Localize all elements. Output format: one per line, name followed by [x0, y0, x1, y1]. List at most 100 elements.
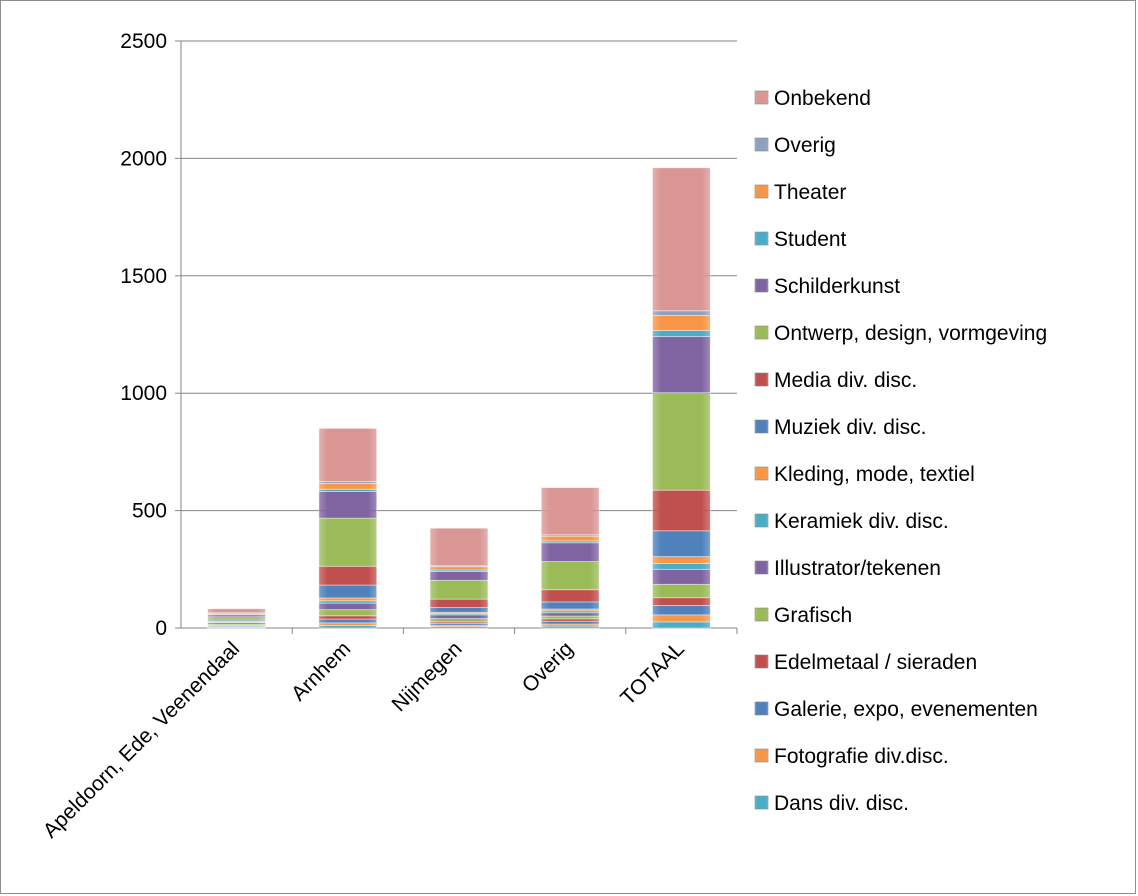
bar-segment-illustrator-tekenen: [318, 602, 378, 611]
legend-item-kleding-mode-textiel: Kleding, mode, textiel: [754, 463, 975, 486]
bar-segment-onbekend: [652, 167, 711, 312]
bar-segment-media-div-disc: [540, 589, 600, 603]
legend-item-keramiek-div-disc: Keramiek div. disc.: [754, 510, 949, 533]
legend-label: Keramiek div. disc.: [774, 510, 949, 533]
bar-segment-fotografie-div-disc: [652, 614, 711, 623]
legend-label: Kleding, mode, textiel: [774, 463, 975, 486]
bar-segment-ontwerp-design-vormgeving: [540, 561, 600, 591]
bar-segment-kleding-mode-textiel: [318, 597, 378, 602]
bar-segment-muziek-div-disc: [318, 584, 378, 599]
bar-segment-schilderkunst: [652, 336, 711, 394]
legend-swatch: [754, 748, 769, 763]
bar-segment-grafisch: [652, 583, 711, 599]
x-tick-label: TOTAAL: [616, 637, 689, 710]
bar-segment-edelmetaal-sieraden: [318, 615, 378, 620]
legend-swatch: [754, 607, 769, 622]
y-tick-label: 1500: [120, 265, 167, 288]
bar-segment-illustrator-tekenen: [652, 568, 711, 585]
bar-segment-dans-div-disc: [652, 621, 711, 629]
bar-segment-galerie-expo-evenementen: [318, 618, 378, 624]
bar-stack-apeldoorn-ede-veenendaal: [207, 608, 266, 629]
legend-item-grafisch: Grafisch: [754, 604, 852, 627]
legend-swatch: [754, 795, 769, 810]
bar-segment-onbekend: [318, 428, 378, 482]
legend-label: Onbekend: [774, 87, 871, 110]
legend-label: Grafisch: [774, 604, 852, 627]
gridlines: [181, 40, 737, 512]
bar-segment-fotografie-div-disc: [318, 622, 378, 627]
bar-segment-grafisch: [429, 618, 489, 623]
bar-segment-schilderkunst: [429, 571, 489, 581]
bar-segment-grafisch: [540, 615, 600, 620]
legend-item-overig: Overig: [754, 134, 836, 157]
bars: [207, 167, 711, 629]
legend-label: Galerie, expo, evenementen: [774, 698, 1038, 721]
legend-label: Media div. disc.: [774, 369, 917, 392]
legend-item-galerie-expo-evenementen: Galerie, expo, evenementen: [754, 698, 1038, 721]
bar-segment-galerie-expo-evenementen: [652, 605, 711, 616]
legend-label: Illustrator/tekenen: [774, 557, 941, 580]
bar-stack-arnhem: [318, 428, 378, 629]
bar-stack-overig: [540, 487, 600, 629]
legend-swatch: [754, 231, 769, 246]
y-tick-label: 1000: [120, 382, 167, 405]
axes: 0 500 1000 1500 2000 2500 Apeldoorn, Ede, Veen…: [39, 30, 738, 843]
legend-label: Fotografie div.disc.: [774, 745, 949, 768]
bar-segment-theater: [318, 482, 378, 490]
y-tick-label: 0: [155, 617, 167, 640]
legend-item-muziek-div-disc: Muziek div. disc.: [754, 416, 927, 439]
bar-segment-theater: [652, 315, 711, 331]
legend-label: Overig: [774, 134, 836, 157]
legend-swatch: [754, 372, 769, 387]
legend-swatch: [754, 137, 769, 152]
bar-segment-keramiek-div-disc: [652, 563, 711, 570]
bar-segment-muziek-div-disc: [540, 601, 600, 610]
legend-swatch: [754, 466, 769, 481]
legend-label: Ontwerp, design, vormgeving: [774, 322, 1047, 345]
bar-segment-media-div-disc: [429, 598, 489, 608]
bar-segment-grafisch: [318, 609, 378, 617]
bar-segment-theater: [429, 566, 489, 571]
legend-swatch: [754, 513, 769, 528]
legend-item-edelmetaal-sieraden: Edelmetaal / sieraden: [754, 651, 977, 674]
legend-swatch: [754, 654, 769, 669]
bar-segment-edelmetaal-sieraden: [652, 597, 711, 606]
legend-label: Theater: [774, 181, 846, 204]
bar-segment-ontwerp-design-vormgeving: [652, 392, 711, 491]
legend-swatch: [754, 701, 769, 716]
x-tick-label: Apeldoorn, Ede, Veenendaal: [39, 637, 244, 842]
legend-swatch: [754, 325, 769, 340]
y-tick-label: 2000: [120, 147, 167, 170]
legend-swatch: [754, 90, 769, 105]
bar-segment-illustrator-tekenen: [540, 612, 600, 617]
legend-label: Dans div. disc.: [774, 792, 909, 815]
legend-label: Schilderkunst: [774, 275, 900, 298]
x-tick-label: Arnhem: [287, 637, 355, 705]
bar-segment-onbekend: [429, 527, 489, 567]
bar-segment-onbekend: [540, 487, 600, 536]
bar-segment-ontwerp-design-vormgeving: [318, 517, 378, 567]
y-tick-label: 500: [132, 500, 167, 523]
legend-item-onbekend: Onbekend: [754, 87, 871, 110]
legend-swatch: [754, 419, 769, 434]
bar-segment-schilderkunst: [318, 491, 378, 519]
x-tick-label: Nijmegen: [388, 637, 467, 716]
bar-segment-schilderkunst: [540, 542, 600, 562]
x-tick-label: Overig: [518, 637, 578, 697]
bar-stack-nijmegen: [429, 527, 489, 629]
bar-segment-onbekend: [207, 608, 266, 614]
y-tick-label: 2500: [120, 30, 167, 53]
legend-item-schilderkunst: Schilderkunst: [754, 275, 900, 298]
bar-segment-media-div-disc: [652, 489, 711, 532]
bar-segment-kleding-mode-textiel: [652, 556, 711, 564]
legend-item-theater: Theater: [754, 181, 846, 204]
bar-segment-overig: [652, 310, 711, 316]
bar-segment-galerie-expo-evenementen: [540, 620, 600, 625]
legend-item-ontwerp-design-vormgeving: Ontwerp, design, vormgeving: [754, 322, 1047, 345]
bar-stack-totaal: [652, 167, 711, 629]
bar-segment-student: [652, 330, 711, 338]
legend-label: Edelmetaal / sieraden: [774, 651, 977, 674]
bar-segment-muziek-div-disc: [652, 530, 711, 558]
bar-segment-ontwerp-design-vormgeving: [429, 579, 489, 600]
